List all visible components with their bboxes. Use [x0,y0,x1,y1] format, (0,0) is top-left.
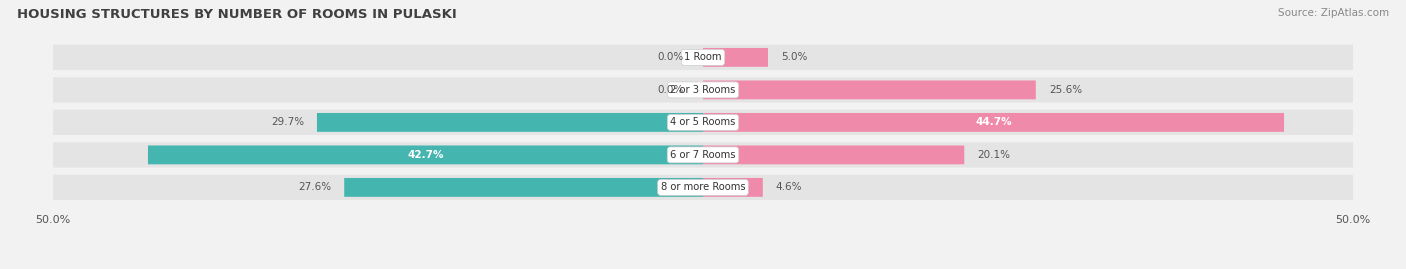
Text: 29.7%: 29.7% [271,117,304,128]
FancyBboxPatch shape [53,175,1353,200]
Text: 42.7%: 42.7% [408,150,444,160]
Text: 44.7%: 44.7% [976,117,1012,128]
FancyBboxPatch shape [703,178,763,197]
Text: 5.0%: 5.0% [780,52,807,62]
Text: 20.1%: 20.1% [977,150,1011,160]
Text: 2 or 3 Rooms: 2 or 3 Rooms [671,85,735,95]
FancyBboxPatch shape [703,113,1284,132]
FancyBboxPatch shape [344,178,703,197]
FancyBboxPatch shape [703,146,965,164]
FancyBboxPatch shape [148,146,703,164]
Text: 1 Room: 1 Room [685,52,721,62]
Text: 27.6%: 27.6% [298,182,332,192]
FancyBboxPatch shape [703,80,1036,99]
Text: 0.0%: 0.0% [657,52,683,62]
Text: 4 or 5 Rooms: 4 or 5 Rooms [671,117,735,128]
FancyBboxPatch shape [316,113,703,132]
FancyBboxPatch shape [53,142,1353,168]
FancyBboxPatch shape [53,77,1353,102]
FancyBboxPatch shape [703,48,768,67]
Text: 6 or 7 Rooms: 6 or 7 Rooms [671,150,735,160]
FancyBboxPatch shape [53,110,1353,135]
Text: 8 or more Rooms: 8 or more Rooms [661,182,745,192]
Text: HOUSING STRUCTURES BY NUMBER OF ROOMS IN PULASKI: HOUSING STRUCTURES BY NUMBER OF ROOMS IN… [17,8,457,21]
Text: 25.6%: 25.6% [1049,85,1081,95]
Text: 4.6%: 4.6% [776,182,803,192]
FancyBboxPatch shape [53,45,1353,70]
Text: 0.0%: 0.0% [657,85,683,95]
Text: Source: ZipAtlas.com: Source: ZipAtlas.com [1278,8,1389,18]
